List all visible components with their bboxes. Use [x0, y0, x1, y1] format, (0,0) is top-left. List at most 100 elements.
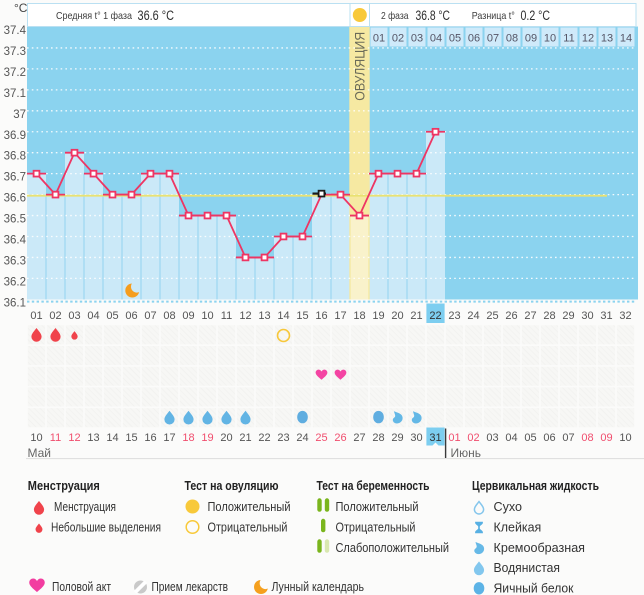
svg-text:12: 12: [582, 33, 594, 45]
svg-text:22: 22: [429, 310, 441, 322]
svg-text:36.9: 36.9: [4, 130, 26, 142]
svg-text:11: 11: [221, 310, 232, 322]
svg-text:18: 18: [353, 310, 365, 322]
svg-text:Средняя t° 1 фаза: Средняя t° 1 фаза: [56, 10, 132, 22]
svg-text:36.3: 36.3: [4, 255, 26, 267]
svg-text:03: 03: [68, 310, 80, 322]
svg-text:36.2: 36.2: [4, 276, 26, 288]
svg-text:Июнь: Июнь: [451, 446, 482, 460]
svg-text:07: 07: [487, 33, 499, 45]
svg-text:31: 31: [429, 432, 441, 444]
svg-text:01: 01: [448, 432, 460, 444]
svg-text:Кремообразная: Кремообразная: [494, 541, 586, 555]
svg-text:26: 26: [505, 310, 517, 322]
svg-text:07: 07: [144, 310, 156, 322]
svg-text:Отрицательный: Отрицательный: [336, 521, 416, 535]
svg-text:Отрицательный: Отрицательный: [208, 521, 288, 535]
svg-text:29: 29: [562, 310, 574, 322]
svg-text:02: 02: [49, 310, 61, 322]
svg-text:01: 01: [373, 33, 385, 45]
svg-text:26: 26: [334, 432, 346, 444]
svg-text:25: 25: [486, 310, 498, 322]
svg-text:07: 07: [562, 432, 574, 444]
svg-text:Яичный белок: Яичный белок: [494, 582, 575, 595]
svg-text:36.6 °C: 36.6 °C: [138, 8, 175, 23]
svg-text:°C: °C: [14, 1, 28, 15]
svg-text:21: 21: [410, 310, 422, 322]
svg-text:36.1: 36.1: [4, 297, 26, 309]
svg-text:Тест на беременность: Тест на беременность: [317, 479, 430, 493]
svg-text:19: 19: [372, 310, 384, 322]
svg-text:19: 19: [201, 432, 213, 444]
svg-text:Менструация: Менструация: [54, 500, 116, 514]
svg-text:15: 15: [296, 310, 308, 322]
svg-text:Положительный: Положительный: [208, 500, 291, 514]
svg-text:16: 16: [315, 310, 327, 322]
svg-text:24: 24: [467, 310, 479, 322]
svg-text:14: 14: [620, 33, 632, 45]
svg-text:11: 11: [50, 432, 61, 444]
svg-text:06: 06: [468, 33, 480, 45]
svg-text:01: 01: [30, 310, 42, 322]
svg-text:13: 13: [87, 432, 99, 444]
svg-text:17: 17: [334, 310, 346, 322]
svg-text:29: 29: [391, 432, 403, 444]
svg-text:09: 09: [182, 310, 194, 322]
svg-text:Цервикальная жидкость: Цервикальная жидкость: [472, 479, 599, 493]
svg-text:37.1: 37.1: [4, 88, 26, 100]
svg-text:36.8: 36.8: [4, 151, 26, 163]
svg-text:Небольшие выделения: Небольшие выделения: [51, 521, 161, 535]
svg-text:Прием лекарств: Прием лекарств: [152, 580, 229, 594]
svg-text:08: 08: [506, 33, 518, 45]
svg-text:22: 22: [258, 432, 270, 444]
svg-text:04: 04: [430, 33, 442, 45]
svg-text:Водянистая: Водянистая: [494, 561, 561, 575]
svg-text:18: 18: [182, 432, 194, 444]
svg-text:12: 12: [68, 432, 80, 444]
svg-text:36.4: 36.4: [4, 235, 27, 247]
svg-text:30: 30: [410, 432, 422, 444]
svg-text:37: 37: [13, 109, 26, 121]
svg-text:37.2: 37.2: [4, 67, 26, 79]
svg-text:0.2 °C: 0.2 °C: [521, 8, 551, 23]
svg-text:05: 05: [106, 310, 118, 322]
svg-text:36.6: 36.6: [4, 193, 26, 205]
svg-text:12: 12: [239, 310, 251, 322]
svg-text:2 фаза: 2 фаза: [381, 10, 409, 22]
svg-text:04: 04: [87, 310, 99, 322]
svg-text:37.4: 37.4: [4, 25, 27, 37]
svg-text:06: 06: [543, 432, 555, 444]
svg-text:Разница t°: Разница t°: [472, 10, 515, 22]
svg-text:Слабоположительный: Слабоположительный: [336, 541, 450, 555]
svg-text:27: 27: [353, 432, 365, 444]
svg-text:21: 21: [239, 432, 251, 444]
svg-text:31: 31: [600, 310, 612, 322]
svg-text:14: 14: [106, 432, 118, 444]
svg-text:36.7: 36.7: [4, 172, 26, 184]
svg-text:20: 20: [391, 310, 403, 322]
svg-text:28: 28: [543, 310, 555, 322]
svg-text:13: 13: [601, 33, 613, 45]
svg-text:04: 04: [505, 432, 517, 444]
svg-text:Менструация: Менструация: [28, 479, 100, 493]
svg-text:32: 32: [619, 310, 631, 322]
svg-text:37.3: 37.3: [4, 46, 26, 58]
svg-text:17: 17: [163, 432, 175, 444]
svg-text:23: 23: [448, 310, 460, 322]
svg-text:28: 28: [372, 432, 384, 444]
svg-text:Май: Май: [28, 446, 52, 460]
svg-text:09: 09: [600, 432, 612, 444]
svg-text:06: 06: [125, 310, 137, 322]
svg-text:02: 02: [392, 33, 404, 45]
svg-text:ОВУЛЯЦИЯ: ОВУЛЯЦИЯ: [351, 32, 367, 101]
svg-text:Положительный: Положительный: [336, 500, 419, 514]
svg-text:11: 11: [563, 33, 574, 45]
svg-text:Клейкая: Клейкая: [494, 521, 542, 535]
svg-text:05: 05: [524, 432, 536, 444]
svg-text:Половой акт: Половой акт: [52, 580, 111, 594]
svg-text:20: 20: [220, 432, 232, 444]
svg-text:14: 14: [277, 310, 289, 322]
svg-text:13: 13: [258, 310, 270, 322]
svg-text:02: 02: [467, 432, 479, 444]
svg-text:Лунный календарь: Лунный календарь: [272, 580, 365, 594]
